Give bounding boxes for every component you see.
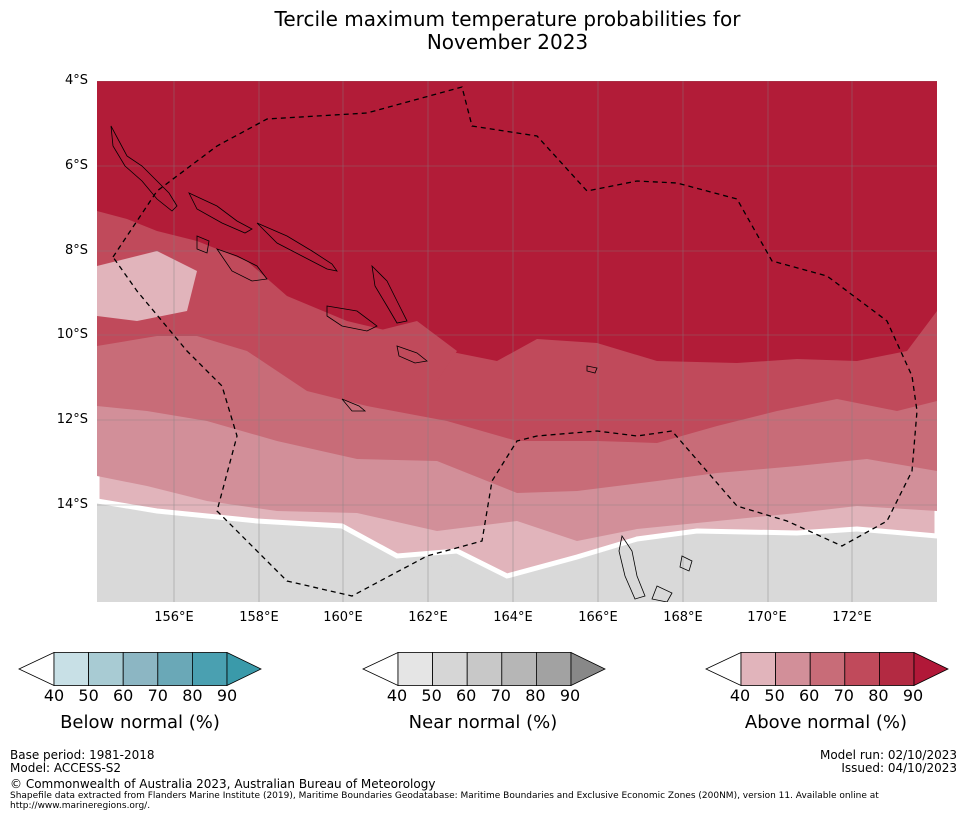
above-normal-70-pocket	[377, 321, 457, 381]
colorbar-tick: 40	[43, 686, 65, 705]
lat-label: 10°S	[56, 327, 88, 342]
colorbar-bin	[466, 652, 503, 686]
copyright: © Commonwealth of Australia 2023, Austra…	[10, 777, 436, 791]
eez-boundaries	[112, 86, 918, 597]
below-normal-label: Below normal (%)	[60, 712, 220, 733]
lon-label: 168°E	[663, 610, 703, 625]
above-normal-label: Above normal (%)	[744, 712, 908, 733]
above-normal-colorbar	[705, 652, 949, 686]
espiritu-santo-coast	[618, 534, 646, 600]
lat-label: 14°S	[56, 497, 88, 512]
santa-isabel-coast	[256, 222, 338, 272]
colorbar-bin	[775, 652, 811, 686]
colorbar-tick: 70	[833, 686, 854, 705]
colorbar-bin	[191, 652, 228, 686]
chart-title-line2: November 2023	[426, 30, 589, 54]
lon-label: 156°E	[154, 610, 194, 625]
colorbar-bin	[501, 652, 537, 686]
colorbar-tick: 60	[456, 686, 477, 705]
map-svg	[97, 81, 937, 602]
colorbar-extend-high	[226, 652, 262, 686]
colorbar-tick: 90	[902, 686, 924, 705]
lon-label: 160°E	[323, 610, 363, 625]
colorbar-tick: 50	[764, 686, 785, 705]
colorbar-bin	[535, 652, 572, 686]
lat-label: 12°S	[56, 412, 88, 427]
colorbar-extend-low	[18, 652, 55, 686]
colorbar-tick: 70	[490, 686, 511, 705]
probability-map	[97, 81, 937, 602]
colorbar-bin	[53, 652, 89, 686]
colorbar-tick: 40	[729, 686, 751, 705]
above-normal-80-region	[97, 81, 937, 363]
colorbar-tick: 80	[868, 686, 889, 705]
colorbar-tick: 60	[113, 686, 134, 705]
santa-cruz-coast	[586, 365, 598, 374]
new-georgia-coast	[196, 235, 210, 254]
choiseul-coast	[188, 192, 253, 234]
new-georgia-group-coast	[215, 248, 268, 282]
lon-label: 172°E	[832, 610, 872, 625]
vanuatu-islet-coast	[679, 555, 693, 572]
chart-title: Tercile maximum temperature probabilitie…	[0, 8, 965, 54]
lat-label: 4°S	[64, 73, 88, 88]
near-normal-label: Near normal (%)	[408, 712, 558, 733]
shapefile-credit: Shapefile data extracted from Flanders M…	[10, 791, 879, 801]
colorbar-extend-high	[913, 652, 949, 686]
below-normal-colorbar	[18, 652, 262, 686]
colorbar-tick: 40	[386, 686, 408, 705]
colorbar-bin	[157, 652, 193, 686]
colorbar-extend-low	[705, 652, 742, 686]
model-name: Model: ACCESS-S2	[10, 761, 122, 775]
colorbar-extend-high	[570, 652, 606, 686]
lon-label: 162°E	[408, 610, 448, 625]
colorbar-bin	[122, 652, 159, 686]
lon-label: 166°E	[578, 610, 618, 625]
lon-label: 164°E	[493, 610, 533, 625]
colorbar-bin	[432, 652, 468, 686]
colorbar-extend-low	[362, 652, 399, 686]
colorbar-tick: 90	[216, 686, 238, 705]
issued-date: Issued: 04/10/2023	[841, 761, 957, 775]
bougainville-coast	[110, 125, 178, 212]
model-run: Model run: 02/10/2023	[819, 748, 957, 762]
colorbar-bin	[740, 652, 776, 686]
solomon-islands-eez	[112, 86, 918, 597]
colorbar-bin	[88, 652, 124, 686]
coastlines	[110, 125, 693, 602]
shapefile-url: http://www.marineregions.org/.	[10, 801, 151, 811]
malakula-coast	[651, 585, 673, 602]
base-period: Base period: 1981-2018	[10, 748, 155, 762]
chart-title-line1: Tercile maximum temperature probabilitie…	[274, 7, 741, 31]
colorbar-tick: 70	[147, 686, 168, 705]
near-normal-colorbar	[362, 652, 606, 686]
colorbar-tick: 90	[559, 686, 581, 705]
lat-label: 6°S	[64, 158, 88, 173]
makira-coast	[396, 345, 428, 364]
colorbar-tick: 80	[525, 686, 546, 705]
colorbar-tick: 80	[182, 686, 203, 705]
colorbar-tick: 50	[421, 686, 442, 705]
colorbar-bin	[397, 652, 433, 686]
lat-label: 8°S	[64, 243, 88, 258]
lon-label: 158°E	[239, 610, 279, 625]
above-normal-40-pocket	[97, 251, 197, 321]
malaita-coast	[371, 264, 408, 324]
colorbar-bin	[844, 652, 880, 686]
colorbar-tick: 50	[78, 686, 99, 705]
colorbar-bin	[809, 652, 846, 686]
colorbar-tick: 60	[799, 686, 820, 705]
colorbar-bin	[878, 652, 915, 686]
guadalcanal-coast	[326, 305, 378, 332]
rennell-coast	[341, 398, 367, 412]
lon-label: 170°E	[747, 610, 787, 625]
